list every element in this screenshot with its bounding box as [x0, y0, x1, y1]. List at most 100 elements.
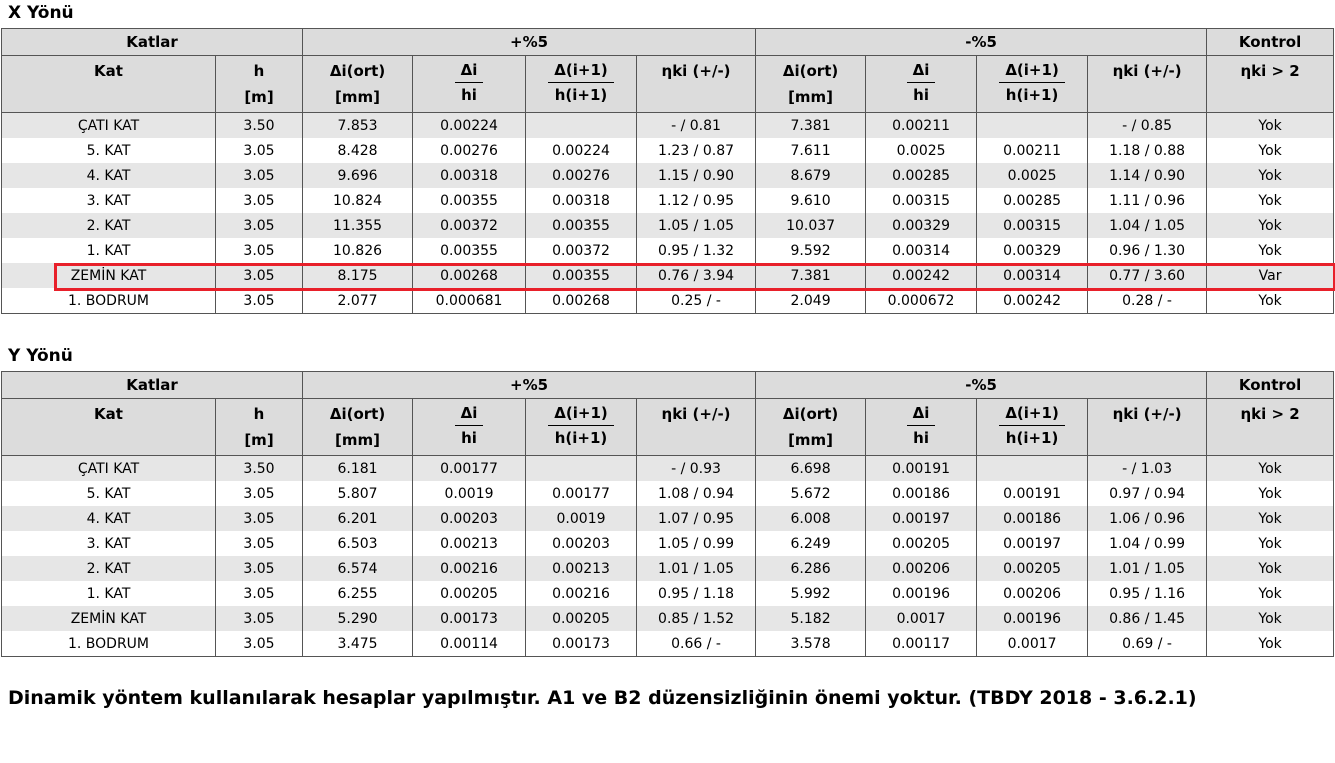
- cell-floor-name: 1. KAT: [1, 238, 216, 263]
- cell-eta-plus: 1.08 / 0.94: [636, 481, 757, 506]
- cell-eta-minus: 0.96 / 1.30: [1087, 238, 1208, 263]
- cell-delta-ort-plus: 6.503: [302, 531, 414, 556]
- cell-eta-minus: 0.86 / 1.45: [1087, 606, 1208, 631]
- cell-delta-ort-minus: 6.249: [755, 531, 867, 556]
- cell-floor-name: 3. KAT: [1, 531, 216, 556]
- cell-delta-ort-plus: 3.475: [302, 631, 414, 657]
- cell-eta-plus: 1.15 / 0.90: [636, 163, 757, 188]
- cell-drift-ratio-next-plus: [525, 455, 638, 481]
- cell-drift-ratio-plus: 0.00177: [412, 455, 527, 481]
- cell-drift-ratio-minus: 0.00285: [865, 163, 978, 188]
- col-drift-ratio-plus: Δi hi: [412, 55, 527, 113]
- cell-eta-minus: 0.95 / 1.16: [1087, 581, 1208, 606]
- cell-eta-minus: 1.11 / 0.96: [1087, 188, 1208, 213]
- cell-drift-ratio-minus: 0.00205: [865, 531, 978, 556]
- cell-eta-plus: 0.85 / 1.52: [636, 606, 757, 631]
- cell-eta-plus: 1.05 / 1.05: [636, 213, 757, 238]
- cell-story-height: 3.05: [214, 481, 304, 506]
- cell-floor-name: 2. KAT: [1, 556, 216, 581]
- cell-drift-ratio-plus: 0.00213: [412, 531, 527, 556]
- cell-eta-plus: 0.25 / -: [636, 288, 757, 314]
- cell-eta-minus: 1.06 / 0.96: [1087, 506, 1208, 531]
- cell-drift-ratio-minus: 0.00197: [865, 506, 978, 531]
- cell-floor-name: ZEMİN KAT: [1, 606, 216, 631]
- col-kontrol: ηki > 2: [1206, 398, 1335, 456]
- cell-eta-plus: 0.95 / 1.32: [636, 238, 757, 263]
- cell-drift-ratio-next-minus: 0.00196: [976, 606, 1089, 631]
- group-minus5: -%5: [755, 371, 1208, 399]
- table-row: ZEMİN KAT 3.05 8.175 0.00268 0.00355 0.76 / 3…: [1, 263, 1335, 288]
- table-row: 2. KAT 3.05 6.574 0.00216 0.00213 1.01 / 1.05…: [1, 556, 1335, 581]
- cell-drift-ratio-next-plus: [525, 112, 638, 138]
- cell-drift-ratio-next-plus: 0.00177: [525, 481, 638, 506]
- cell-eta-minus: 0.28 / -: [1087, 288, 1208, 314]
- cell-story-height: 3.05: [214, 506, 304, 531]
- col-kontrol: ηki > 2: [1206, 55, 1335, 113]
- table-row: 3. KAT 3.05 10.824 0.00355 0.00318 1.12 / 0.9…: [1, 188, 1335, 213]
- cell-story-height: 3.05: [214, 556, 304, 581]
- cell-drift-ratio-next-plus: 0.00355: [525, 213, 638, 238]
- cell-story-height: 3.05: [214, 188, 304, 213]
- cell-delta-ort-plus: 7.853: [302, 112, 414, 138]
- col-drift-ratio-next-plus: Δ(i+1) h(i+1): [525, 398, 638, 456]
- cell-drift-ratio-plus: 0.00203: [412, 506, 527, 531]
- group-katlar: Katlar: [0, 28, 304, 56]
- cell-drift-ratio-next-minus: [976, 455, 1089, 481]
- cell-kontrol: Yok: [1206, 506, 1335, 531]
- cell-story-height: 3.05: [214, 213, 304, 238]
- col-kat: Kat: [1, 398, 216, 456]
- cell-delta-ort-minus: 5.672: [755, 481, 867, 506]
- col-eta-minus: ηki (+/-): [1087, 55, 1208, 113]
- cell-floor-name: ÇATI KAT: [1, 112, 216, 138]
- cell-kontrol: Yok: [1206, 213, 1335, 238]
- cell-delta-ort-minus: 8.679: [755, 163, 867, 188]
- cell-drift-ratio-next-minus: 0.00191: [976, 481, 1089, 506]
- table-y-body: ÇATI KAT 3.50 6.181 0.00177- / 0.93 6.698 0.0…: [1, 455, 1335, 657]
- cell-eta-plus: - / 0.93: [636, 455, 757, 481]
- cell-drift-ratio-plus: 0.00114: [412, 631, 527, 657]
- cell-kontrol: Yok: [1206, 238, 1335, 263]
- cell-story-height: 3.50: [214, 112, 304, 138]
- cell-delta-ort-plus: 5.290: [302, 606, 414, 631]
- cell-drift-ratio-next-plus: 0.00355: [525, 263, 638, 288]
- cell-drift-ratio-minus: 0.00314: [865, 238, 978, 263]
- cell-floor-name: 4. KAT: [1, 506, 216, 531]
- cell-delta-ort-minus: 6.008: [755, 506, 867, 531]
- cell-delta-ort-minus: 3.578: [755, 631, 867, 657]
- cell-drift-ratio-next-minus: 0.00285: [976, 188, 1089, 213]
- cell-eta-plus: - / 0.81: [636, 112, 757, 138]
- cell-story-height: 3.05: [214, 581, 304, 606]
- cell-drift-ratio-minus: 0.00186: [865, 481, 978, 506]
- cell-drift-ratio-next-minus: 0.0025: [976, 163, 1089, 188]
- cell-drift-ratio-next-plus: 0.00173: [525, 631, 638, 657]
- table-row: 1. KAT 3.05 6.255 0.00205 0.00216 0.95 / 1.18…: [1, 581, 1335, 606]
- cell-drift-ratio-plus: 0.00216: [412, 556, 527, 581]
- group-minus5: -%5: [755, 28, 1208, 56]
- cell-floor-name: ÇATI KAT: [1, 455, 216, 481]
- col-eta-plus: ηki (+/-): [636, 398, 757, 456]
- group-kontrol: Kontrol: [1206, 371, 1335, 399]
- table-row: 5. KAT 3.05 5.807 0.0019 0.00177 1.08 / 0.94 5…: [1, 481, 1335, 506]
- cell-floor-name: 1. BODRUM: [1, 288, 216, 314]
- section-title-y: Y Yönü: [8, 346, 73, 366]
- table-row: 4. KAT 3.05 9.696 0.00318 0.00276 1.15 / 0.90…: [1, 163, 1335, 188]
- cell-drift-ratio-minus: 0.00315: [865, 188, 978, 213]
- cell-delta-ort-minus: 7.381: [755, 263, 867, 288]
- cell-drift-ratio-minus: 0.00329: [865, 213, 978, 238]
- group-plus5: +%5: [302, 371, 757, 399]
- cell-eta-plus: 1.23 / 0.87: [636, 138, 757, 163]
- cell-floor-name: 2. KAT: [1, 213, 216, 238]
- cell-kontrol: Yok: [1206, 288, 1335, 314]
- cell-drift-ratio-next-plus: 0.00318: [525, 188, 638, 213]
- cell-floor-name: 5. KAT: [1, 138, 216, 163]
- cell-eta-minus: 1.04 / 0.99: [1087, 531, 1208, 556]
- cell-drift-ratio-next-minus: [976, 112, 1089, 138]
- cell-drift-ratio-next-plus: 0.00372: [525, 238, 638, 263]
- table-y: Katlar +%5 -%5 Kontrol Kat h [m] Δi(ort)[…: [0, 371, 1335, 657]
- cell-drift-ratio-plus: 0.00268: [412, 263, 527, 288]
- cell-eta-plus: 0.66 / -: [636, 631, 757, 657]
- cell-drift-ratio-next-minus: 0.00186: [976, 506, 1089, 531]
- cell-kontrol: Yok: [1206, 112, 1335, 138]
- table-row: 1. KAT 3.05 10.826 0.00355 0.00372 0.95 / 1.3…: [1, 238, 1335, 263]
- cell-story-height: 3.50: [214, 455, 304, 481]
